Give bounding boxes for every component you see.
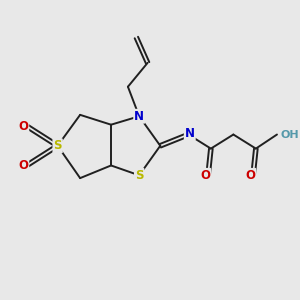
Text: O: O: [245, 169, 255, 182]
Text: O: O: [18, 159, 28, 172]
Text: S: S: [135, 169, 143, 182]
Text: S: S: [53, 139, 62, 152]
Text: OH: OH: [280, 130, 299, 140]
Text: N: N: [185, 127, 195, 140]
Text: O: O: [200, 169, 210, 182]
Text: N: N: [134, 110, 144, 123]
Text: O: O: [18, 120, 28, 133]
